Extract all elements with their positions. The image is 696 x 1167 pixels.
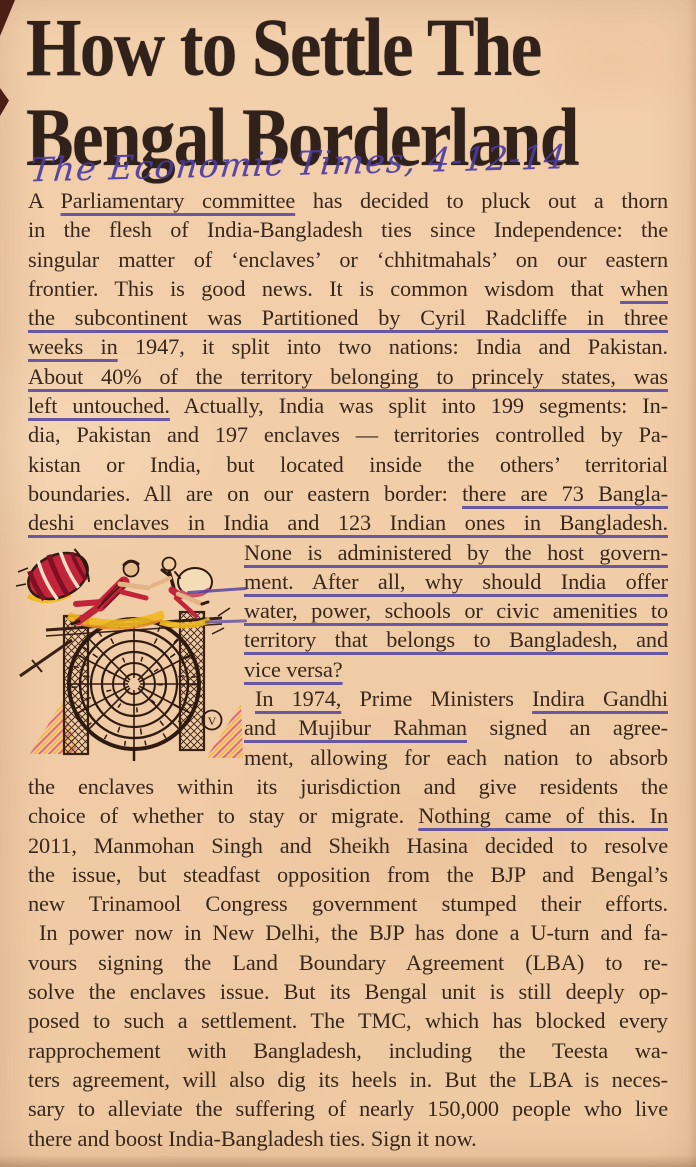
text-line: frontier. This is good news. It is commo… bbox=[28, 275, 668, 301]
text-line: In power now in New Delhi, the BJP has d… bbox=[39, 920, 668, 946]
enclave-cartoon-illustration: V bbox=[15, 548, 243, 761]
text-line: About 40% of the territory belonging to … bbox=[28, 363, 668, 389]
article-paragraph-1: A Parliamentary committee has decided to… bbox=[28, 186, 668, 538]
text-line: left untouched. Actually, India was spli… bbox=[28, 393, 668, 419]
motion-dashes-left bbox=[15, 567, 29, 587]
text-line: boundaries. All are on our eastern borde… bbox=[28, 480, 668, 506]
text-line: there and boost India-Bangladesh ties. S… bbox=[28, 1125, 477, 1151]
scan-corner-notch bbox=[0, 0, 15, 36]
scan-edge-shadow bbox=[0, 1155, 696, 1167]
article-paragraph-4: In power now in New Delhi, the BJP has d… bbox=[28, 918, 668, 1152]
text-line: new Trinamool Congress government stumpe… bbox=[28, 891, 668, 917]
artist-signature-mark: V bbox=[201, 709, 223, 731]
text-line: ters agreement, will also dig its heels … bbox=[28, 1066, 668, 1092]
thrower-figure bbox=[70, 559, 151, 626]
text-line: posed to such a settlement. The TMC, whi… bbox=[28, 1008, 668, 1034]
scan-edge-notch bbox=[0, 88, 9, 116]
text-line: ment. After all, why should India offer bbox=[244, 568, 668, 594]
article-paragraph-3: the enclaves within its jurisdiction and… bbox=[28, 772, 668, 918]
text-line: None is administered by the host govern- bbox=[244, 539, 668, 565]
text-line: sary to alleviate the suffering of nearl… bbox=[28, 1096, 668, 1122]
text-line: rapprochement with Bangladesh, including… bbox=[28, 1037, 668, 1063]
text-line: ment, allowing for each nation to absorb bbox=[244, 744, 668, 770]
text-line: vours signing the Land Boundary Agreemen… bbox=[28, 949, 668, 975]
text-line: kistan or India, but located inside the … bbox=[28, 451, 668, 477]
text-line: A Parliamentary committee has decided to… bbox=[28, 188, 668, 213]
text-line: singular matter of ‘enclaves’ or ‘chhitm… bbox=[28, 246, 668, 272]
motion-dashes-right bbox=[211, 607, 231, 635]
text-line: the enclaves within its jurisdiction and… bbox=[28, 773, 668, 799]
text-line: weeks in 1947, it split into two nations… bbox=[28, 334, 668, 360]
scan-edge-shade bbox=[688, 0, 696, 1167]
headline-line-1: How to Settle The bbox=[26, 1, 542, 93]
headline: How to Settle The Bengal Borderland bbox=[26, 2, 668, 182]
article-wrapped-column: None is administered by the host govern-… bbox=[28, 538, 668, 772]
barbed-wire-web bbox=[67, 617, 201, 761]
red-hatch-right bbox=[206, 704, 243, 758]
text-line: 2011, Manmohan Singh and Sheikh Hasina d… bbox=[28, 832, 668, 858]
text-line: water, power, schools or civic amenities… bbox=[244, 598, 668, 624]
escapee-figure bbox=[150, 556, 213, 619]
text-line: territory that belongs to Bangladesh, an… bbox=[244, 627, 668, 653]
text-line: choice of whether to stay or migrate. No… bbox=[28, 803, 669, 829]
text-line: and Mujibur Rahman signed an agree- bbox=[244, 715, 668, 741]
text-line: in the flesh of India-Bangladesh ties si… bbox=[28, 217, 668, 243]
headline-line-2: Bengal Borderland bbox=[26, 91, 579, 183]
article-body: A Parliamentary committee has decided to… bbox=[28, 186, 668, 1153]
text-line: solve the enclaves issue. But its Bengal… bbox=[28, 979, 668, 1005]
text-line: dia, Pakistan and 197 enclaves — territo… bbox=[28, 422, 668, 448]
artist-signature: V bbox=[208, 714, 217, 728]
text-line: deshi enclaves in India and 123 Indian o… bbox=[28, 510, 668, 536]
text-line: the subcontinent was Partitioned by Cyri… bbox=[28, 305, 668, 331]
striped-bundle bbox=[27, 548, 91, 602]
text-line: the issue, but steadfast opposition from… bbox=[28, 861, 668, 887]
text-line: vice versa? bbox=[244, 656, 343, 682]
text-line: In 1974, Prime Ministers Indira Gandhi bbox=[255, 686, 668, 712]
